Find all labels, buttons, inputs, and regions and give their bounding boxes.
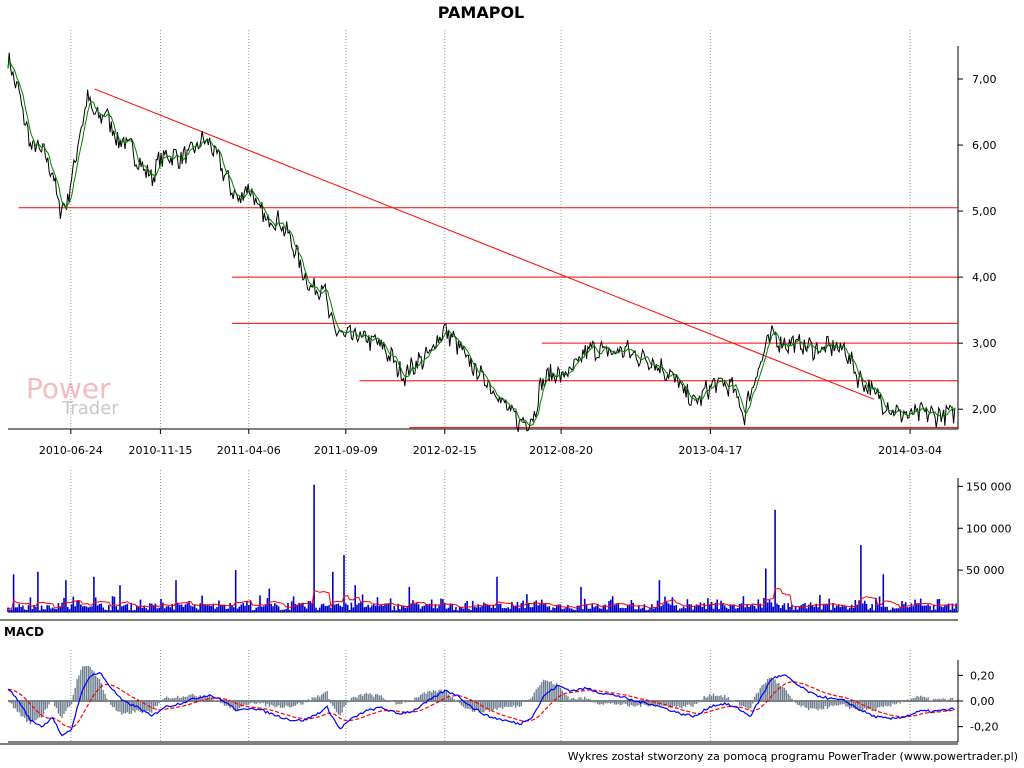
price-y-tick-label-1: 3,00 xyxy=(972,337,997,350)
macd-line xyxy=(7,671,955,737)
price-ma-line xyxy=(7,59,955,427)
price-y-tick-label-4: 6,00 xyxy=(972,139,997,152)
x-tick-label-7: 2014-03-04 xyxy=(878,444,942,457)
price-series-line xyxy=(7,52,956,432)
x-tick-label-1: 2010-11-15 xyxy=(128,444,192,457)
macd-title: MACD xyxy=(4,625,44,639)
volume-y-tick-label-2: 150 000 xyxy=(966,480,1012,493)
volume-ma-line xyxy=(7,587,957,610)
macd-signal-line xyxy=(7,681,955,729)
x-tick-label-5: 2012-08-20 xyxy=(529,444,593,457)
x-tick-label-6: 2013-04-17 xyxy=(678,444,742,457)
x-tick-label-3: 2011-09-09 xyxy=(314,444,378,457)
chart-title: PAMAPOL xyxy=(438,3,524,22)
macd-y-tick-label-1: 0,00 xyxy=(970,695,995,708)
x-tick-label-0: 2010-06-24 xyxy=(39,444,103,457)
macd-y-tick-label-2: -0,20 xyxy=(970,721,998,734)
watermark: Power Trader xyxy=(26,372,119,419)
trendline xyxy=(94,88,875,400)
x-tick-label-4: 2012-02-15 xyxy=(413,444,477,457)
watermark-trader: Trader xyxy=(61,398,119,419)
price-y-tick-label-2: 4,00 xyxy=(972,271,997,284)
macd-panel: MACD 0,20 0,00 -0,20 xyxy=(0,625,998,745)
volume-y-tick-label-0: 50 000 xyxy=(966,564,1005,577)
watermark-power: Power xyxy=(26,372,111,405)
x-tick-label-2: 2011-04-06 xyxy=(217,444,281,457)
volume-panel: 50 000 100 000 150 000 xyxy=(0,470,1012,621)
macd-y-tick-label-0: 0,20 xyxy=(970,669,995,682)
price-panel: 2010-06-24 2010-11-15 2011-04-06 2011-09-09… xyxy=(7,30,997,457)
price-y-tick-label-0: 2,00 xyxy=(972,403,997,416)
footer-credit: Wykres został stworzony za pomocą progra… xyxy=(568,750,1018,763)
volume-y-tick-label-1: 100 000 xyxy=(966,522,1012,535)
price-y-tick-label-3: 5,00 xyxy=(972,205,997,218)
price-y-tick-label-5: 7,00 xyxy=(972,73,997,86)
